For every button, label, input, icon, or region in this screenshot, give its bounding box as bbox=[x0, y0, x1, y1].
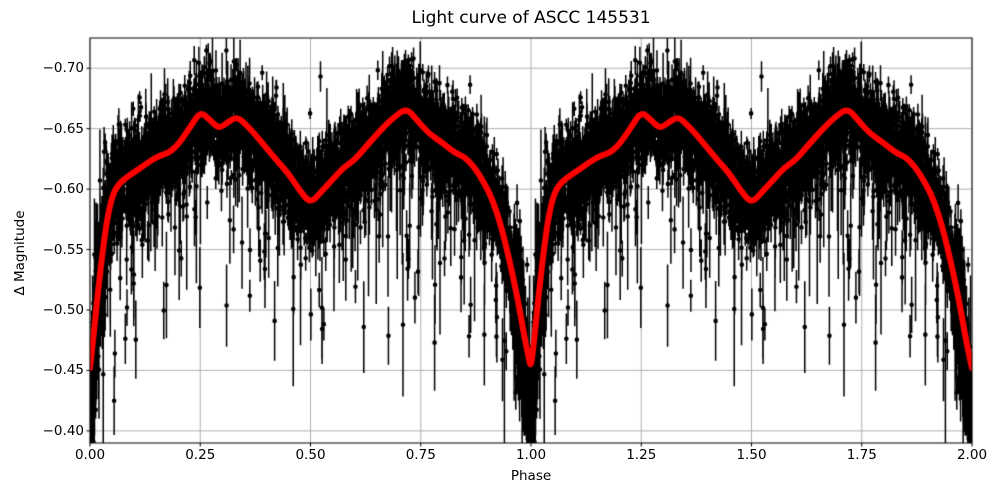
y-tick-label: −0.50 bbox=[42, 302, 84, 318]
x-axis-label: Phase bbox=[510, 468, 552, 484]
x-tick-label: 0.75 bbox=[405, 447, 436, 463]
x-tick-label: 2.00 bbox=[956, 447, 988, 463]
y-tick-label: −0.40 bbox=[42, 422, 84, 439]
x-tick-label: 1.50 bbox=[736, 447, 767, 463]
chart-title: Light curve of ASCC 145531 bbox=[411, 8, 651, 28]
x-tick-label: 0.00 bbox=[74, 447, 106, 463]
y-tick-label: −0.60 bbox=[42, 181, 84, 198]
y-tick-label: −0.65 bbox=[42, 120, 84, 137]
y-tick-label: −0.55 bbox=[42, 241, 84, 258]
y-tick-label: −0.45 bbox=[42, 362, 84, 379]
x-tick-label: 1.25 bbox=[626, 447, 657, 463]
x-tick-label: 1.00 bbox=[515, 447, 547, 463]
y-tick-label: −0.70 bbox=[42, 60, 84, 77]
x-tick-label: 1.75 bbox=[846, 447, 877, 463]
x-tick-label: 0.25 bbox=[185, 447, 216, 463]
x-tick-label: 0.50 bbox=[295, 447, 326, 463]
